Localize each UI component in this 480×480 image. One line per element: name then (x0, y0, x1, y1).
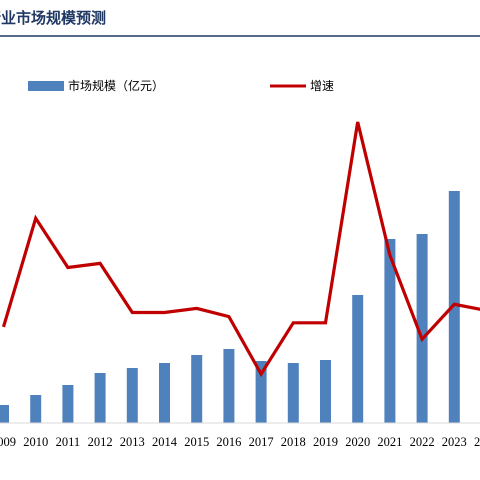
bar-2012 (94, 373, 106, 423)
bar-2016 (223, 349, 235, 423)
chart-title: 行业市场规模预测 (0, 9, 106, 27)
x-tick-label: 2011 (56, 435, 81, 449)
bar-2013 (126, 368, 138, 423)
line-series (1, 121, 480, 378)
bar-2011 (62, 385, 74, 423)
bar-series (0, 191, 460, 423)
legend-bar-label: 市场规模（亿元） (68, 78, 164, 93)
x-tick-label: 2019 (313, 435, 338, 449)
legend: 市场规模（亿元） 增速 (28, 78, 334, 93)
bar-2022 (416, 234, 428, 423)
bar-2014 (159, 363, 170, 423)
x-tick-label: 2010 (23, 435, 48, 449)
bar-2018 (287, 363, 299, 423)
x-tick-label: 2023 (442, 435, 467, 449)
x-tick-label: 2018 (281, 435, 306, 449)
x-tick-label: 2021 (377, 435, 402, 449)
bar-2021 (384, 239, 396, 423)
x-tick-label: 2015 (184, 435, 209, 449)
growth-line (1, 121, 480, 378)
x-tick-label: 2014 (152, 435, 178, 449)
bar-2019 (320, 360, 331, 423)
x-tick-label: 2013 (120, 435, 145, 449)
x-tick-label: 2017 (249, 435, 274, 449)
bar-2020 (352, 295, 364, 423)
bar-2009 (0, 405, 9, 423)
x-tick-label: 2022 (410, 435, 435, 449)
legend-bar-swatch (28, 81, 64, 91)
bar-2015 (191, 355, 203, 423)
bar-2017 (255, 361, 267, 423)
x-tick-labels: 2009 2010 2011 2012 2013 2014 2015 2016 2017 2018… (0, 435, 480, 449)
x-tick-label: 2024 (474, 435, 480, 449)
x-tick-label: 2009 (0, 435, 16, 449)
x-tick-label: 2012 (88, 435, 113, 449)
bar-2010 (30, 395, 42, 423)
legend-line-label: 增速 (310, 79, 334, 93)
bar-2023 (448, 191, 460, 423)
x-tick-label: 2016 (216, 435, 241, 449)
x-tick-label: 2020 (345, 435, 370, 449)
